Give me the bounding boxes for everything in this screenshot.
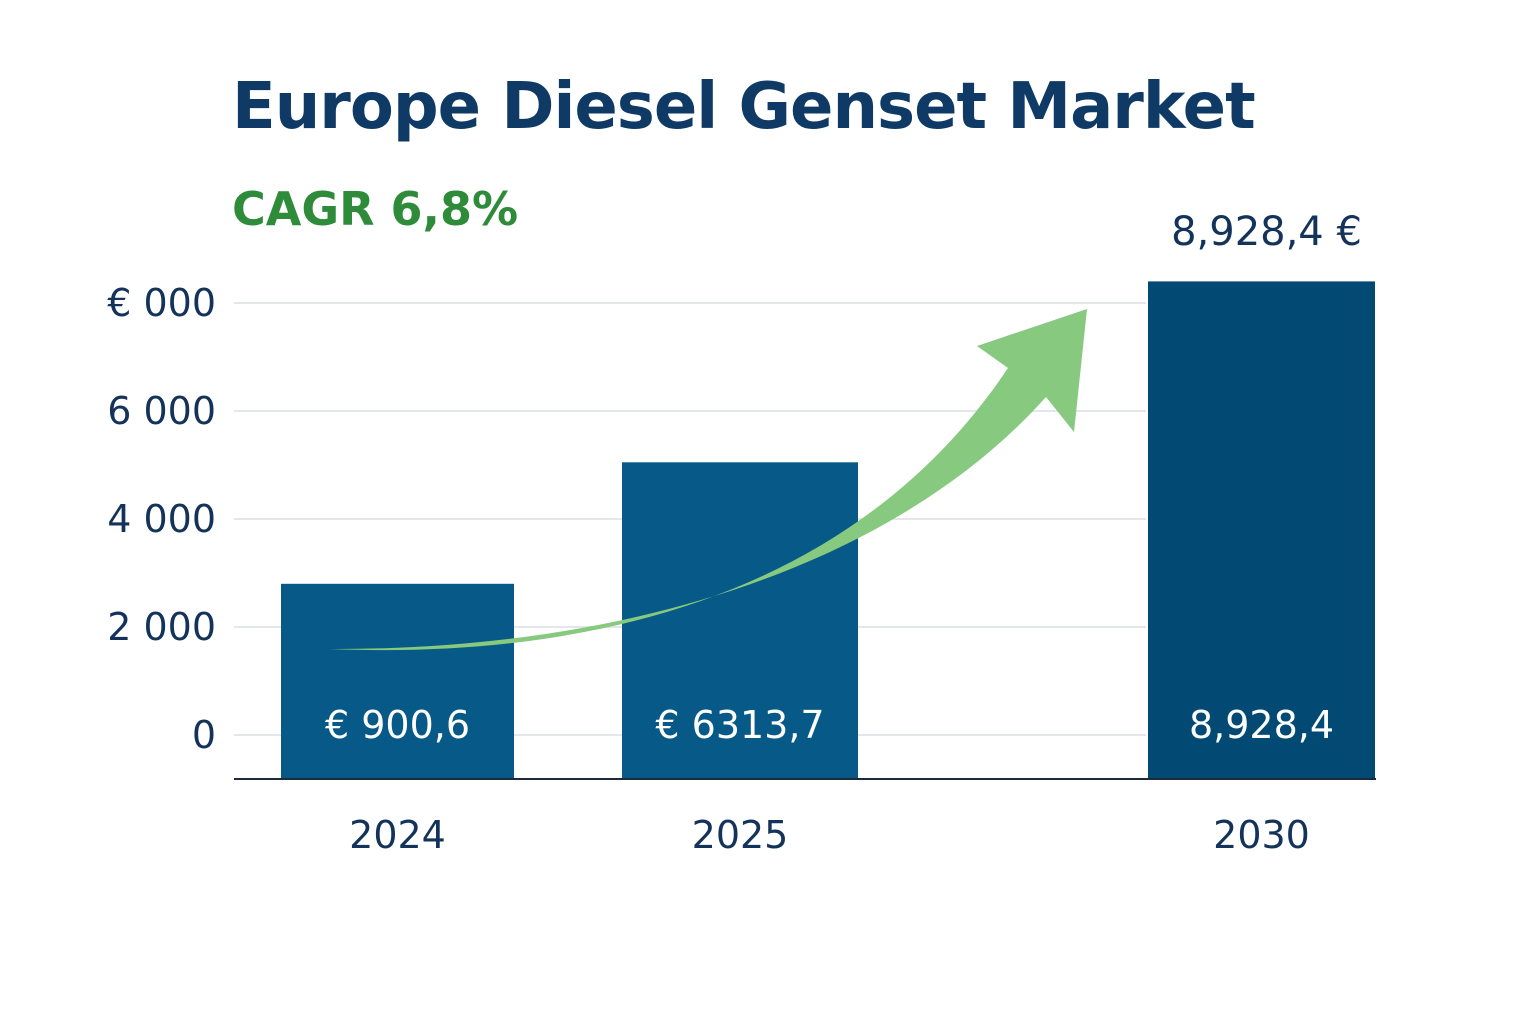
- bar: [1148, 281, 1375, 779]
- y-axis-ticks: 0 2 000 4 000 6 000 € 000: [107, 281, 216, 757]
- bar: [622, 462, 858, 779]
- cagr-subtitle: CAGR 6,8%: [232, 182, 519, 236]
- chart-title: Europe Diesel Genset Market: [232, 70, 1256, 144]
- y-tick-label: 0: [192, 713, 216, 757]
- y-tick-label: 2 000: [107, 605, 216, 649]
- bar-value-label: € 900,6: [325, 703, 470, 747]
- x-tick-label: 2025: [692, 813, 789, 857]
- growth-arrow-icon: [330, 309, 1087, 651]
- y-tick-label: € 000: [107, 281, 216, 325]
- y-tick-label: 6 000: [107, 389, 216, 433]
- bar-value-label: € 6313,7: [655, 703, 824, 747]
- y-tick-label: 4 000: [107, 497, 216, 541]
- x-tick-label: 2024: [349, 813, 446, 857]
- x-tick-label: 2030: [1213, 813, 1310, 857]
- bars: [281, 281, 1375, 779]
- bar: [281, 583, 514, 779]
- bar-value-label: 8,928,4: [1189, 703, 1334, 747]
- labels: 2024 € 900,6 2025 € 6313,7 2030 8,928,4 8,928,…: [325, 209, 1362, 857]
- top-value-label: 8,928,4 €: [1171, 209, 1362, 255]
